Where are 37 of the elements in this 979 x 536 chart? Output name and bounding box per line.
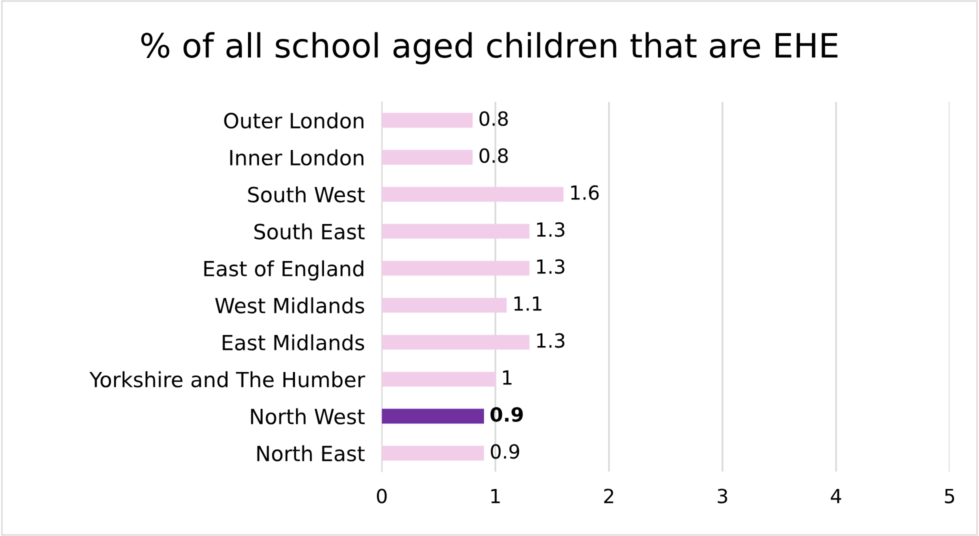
y-tick-label: North West [251, 408, 365, 424]
bar [382, 150, 473, 165]
x-tick-label: 1 [491, 488, 500, 504]
data-label: 1.6 [571, 185, 599, 200]
data-label: 0.8 [480, 111, 508, 126]
data-label: 1.3 [537, 259, 564, 274]
x-tick-label: 4 [830, 488, 842, 504]
bar [382, 298, 507, 313]
data-label: 0.8 [480, 148, 508, 163]
bar [382, 186, 564, 202]
y-tick-label: South East [254, 223, 365, 240]
bar [382, 372, 496, 387]
y-tick-label: East Midlands [222, 334, 364, 350]
bar [382, 334, 530, 350]
data-label: 1 [503, 370, 512, 385]
y-tick-label: East of England [204, 260, 364, 281]
bar [382, 112, 473, 128]
data-label: 1.1 [514, 296, 542, 311]
x-tick-label: 0 [376, 488, 387, 504]
y-tick-label: Inner London [230, 149, 364, 166]
x-tick-label: 2 [604, 488, 614, 504]
y-tick-label: North East [257, 445, 365, 462]
bar [382, 260, 530, 276]
bar [382, 408, 484, 424]
bar [382, 224, 530, 239]
y-tick-label: Outer London [224, 112, 364, 129]
data-label: 0.9 [490, 444, 520, 459]
chart-title: % of all school aged children that are EHE [141, 32, 838, 64]
data-label: 1.3 [537, 333, 564, 348]
data-label: 1.3 [537, 222, 564, 237]
x-tick-label: 3 [718, 488, 728, 504]
y-tick-label: Yorkshire and The Humber [89, 371, 366, 388]
bar [382, 446, 484, 461]
data-label: 0.9 [490, 407, 523, 422]
y-tick-label: South West [248, 186, 365, 203]
x-tick-label: 5 [944, 488, 954, 504]
y-tick-label: West Midlands [215, 297, 364, 314]
